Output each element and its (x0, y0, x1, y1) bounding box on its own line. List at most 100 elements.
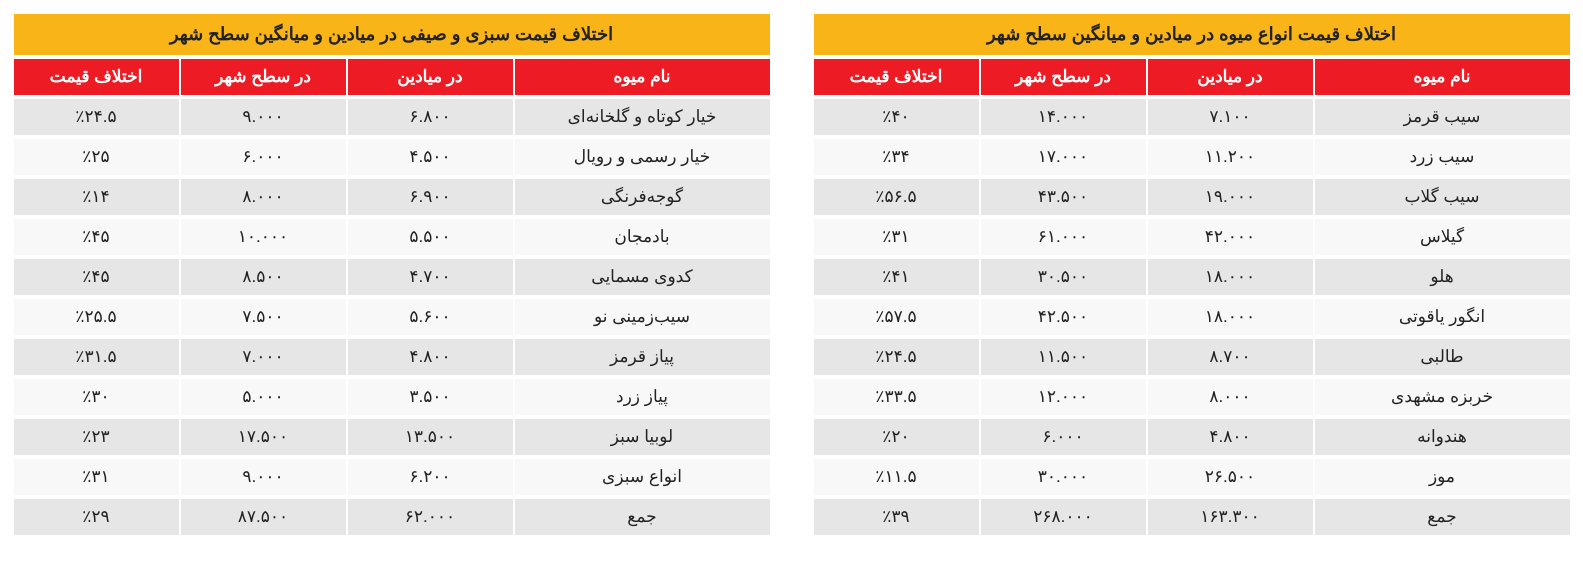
cell-name: بادمجان (515, 219, 770, 255)
table-fruits: اختلاف قیمت انواع میوه در میادین و میانگ… (812, 10, 1572, 539)
cell-name: سیب‌زمینی نو (515, 299, 770, 335)
table-row: سیب زرد۱۱.۲۰۰۱۷.۰۰۰٪۳۴ (814, 139, 1570, 175)
cell-diff: ٪۴۵ (14, 219, 179, 255)
cell-name: کدوی مسمایی (515, 259, 770, 295)
cell-market: ۴.۷۰۰ (348, 259, 513, 295)
cell-name: جمع (1315, 499, 1570, 535)
cell-diff: ٪۳۱ (14, 459, 179, 495)
table-row: گوجه‌فرنگی۶.۹۰۰۸.۰۰۰٪۱۴ (14, 179, 770, 215)
table-row: سیب گلاب۱۹.۰۰۰۴۳.۵۰۰٪۵۶.۵ (814, 179, 1570, 215)
cell-city: ۷.۰۰۰ (181, 339, 346, 375)
cell-diff: ٪۳۳.۵ (814, 379, 979, 415)
cell-market: ۱۸.۰۰۰ (1148, 299, 1313, 335)
cell-diff: ٪۲۴.۵ (14, 99, 179, 135)
cell-name: سیب قرمز (1315, 99, 1570, 135)
cell-diff: ٪۳۰ (14, 379, 179, 415)
cell-diff: ٪۴۰ (814, 99, 979, 135)
cell-city: ۸.۵۰۰ (181, 259, 346, 295)
cell-market: ۵.۵۰۰ (348, 219, 513, 255)
cell-name: سیب گلاب (1315, 179, 1570, 215)
cell-diff: ٪۱۴ (14, 179, 179, 215)
table-row: جمع۱۶۳.۳۰۰۲۶۸.۰۰۰٪۳۹ (814, 499, 1570, 535)
cell-market: ۲۶.۵۰۰ (1148, 459, 1313, 495)
col-diff: اختلاف قیمت (814, 59, 979, 95)
table-row: خیار رسمی و رویال۴.۵۰۰۶.۰۰۰٪۲۵ (14, 139, 770, 175)
table-row: گیلاس۴۲.۰۰۰۶۱.۰۰۰٪۳۱ (814, 219, 1570, 255)
cell-market: ۴.۸۰۰ (348, 339, 513, 375)
cell-city: ۳۰.۵۰۰ (981, 259, 1146, 295)
table-row: بادمجان۵.۵۰۰۱۰.۰۰۰٪۴۵ (14, 219, 770, 255)
cell-city: ۵.۰۰۰ (181, 379, 346, 415)
table-row: خیار کوتاه و گلخانه‌ای۶.۸۰۰۹.۰۰۰٪۲۴.۵ (14, 99, 770, 135)
table-row: خربزه مشهدی۸.۰۰۰۱۲.۰۰۰٪۳۳.۵ (814, 379, 1570, 415)
cell-name: موز (1315, 459, 1570, 495)
price-table-fruits: اختلاف قیمت انواع میوه در میادین و میانگ… (812, 10, 1572, 539)
cell-name: گیلاس (1315, 219, 1570, 255)
col-city: در سطح شهر (181, 59, 346, 95)
cell-name: طالبی (1315, 339, 1570, 375)
table-row: انواع سبزی۶.۲۰۰۹.۰۰۰٪۳۱ (14, 459, 770, 495)
cell-name: سیب زرد (1315, 139, 1570, 175)
col-name: نام میوه (515, 59, 770, 95)
table-row: سیب قرمز۷.۱۰۰۱۴.۰۰۰٪۴۰ (814, 99, 1570, 135)
cell-market: ۷.۱۰۰ (1148, 99, 1313, 135)
cell-diff: ٪۳۱ (814, 219, 979, 255)
cell-market: ۴۲.۰۰۰ (1148, 219, 1313, 255)
table-row: موز۲۶.۵۰۰۳۰.۰۰۰٪۱۱.۵ (814, 459, 1570, 495)
cell-name: پیاز زرد (515, 379, 770, 415)
cell-name: انواع سبزی (515, 459, 770, 495)
table-row: هندوانه۴.۸۰۰۶.۰۰۰٪۲۰ (814, 419, 1570, 455)
cell-name: پیاز قرمز (515, 339, 770, 375)
cell-market: ۶.۲۰۰ (348, 459, 513, 495)
cell-name: خیار کوتاه و گلخانه‌ای (515, 99, 770, 135)
cell-city: ۱۷.۰۰۰ (981, 139, 1146, 175)
table-row: هلو۱۸.۰۰۰۳۰.۵۰۰٪۴۱ (814, 259, 1570, 295)
table-row: پیاز قرمز۴.۸۰۰۷.۰۰۰٪۳۱.۵ (14, 339, 770, 375)
table-vegetables: اختلاف قیمت سبزی و صیفی در میادین و میان… (12, 10, 772, 539)
col-market: در میادین (348, 59, 513, 95)
cell-city: ۳۰.۰۰۰ (981, 459, 1146, 495)
cell-city: ۹.۰۰۰ (181, 459, 346, 495)
cell-city: ۴۳.۵۰۰ (981, 179, 1146, 215)
col-market: در میادین (1148, 59, 1313, 95)
cell-market: ۳.۵۰۰ (348, 379, 513, 415)
cell-name: انگور یاقوتی (1315, 299, 1570, 335)
cell-name: هندوانه (1315, 419, 1570, 455)
cell-city: ۲۶۸.۰۰۰ (981, 499, 1146, 535)
cell-market: ۱۸.۰۰۰ (1148, 259, 1313, 295)
cell-city: ۴۲.۵۰۰ (981, 299, 1146, 335)
cell-city: ۷.۵۰۰ (181, 299, 346, 335)
cell-city: ۱۰.۰۰۰ (181, 219, 346, 255)
cell-market: ۶۲.۰۰۰ (348, 499, 513, 535)
cell-city: ۱۴.۰۰۰ (981, 99, 1146, 135)
cell-name: گوجه‌فرنگی (515, 179, 770, 215)
table-row: جمع۶۲.۰۰۰۸۷.۵۰۰٪۲۹ (14, 499, 770, 535)
cell-name: خربزه مشهدی (1315, 379, 1570, 415)
cell-name: هلو (1315, 259, 1570, 295)
cell-diff: ٪۱۱.۵ (814, 459, 979, 495)
table-row: طالبی۸.۷۰۰۱۱.۵۰۰٪۲۴.۵ (814, 339, 1570, 375)
cell-diff: ٪۳۴ (814, 139, 979, 175)
cell-diff: ٪۳۱.۵ (14, 339, 179, 375)
table-body-fruits: سیب قرمز۷.۱۰۰۱۴.۰۰۰٪۴۰ سیب زرد۱۱.۲۰۰۱۷.۰۰… (814, 99, 1570, 535)
cell-diff: ٪۳۹ (814, 499, 979, 535)
cell-diff: ٪۲۳ (14, 419, 179, 455)
cell-city: ۹.۰۰۰ (181, 99, 346, 135)
cell-market: ۶.۹۰۰ (348, 179, 513, 215)
cell-diff: ٪۲۰ (814, 419, 979, 455)
cell-market: ۱۳.۵۰۰ (348, 419, 513, 455)
cell-market: ۱۱.۲۰۰ (1148, 139, 1313, 175)
table-title: اختلاف قیمت انواع میوه در میادین و میانگ… (814, 14, 1570, 55)
cell-market: ۱۶۳.۳۰۰ (1148, 499, 1313, 535)
cell-diff: ٪۲۴.۵ (814, 339, 979, 375)
tables-container: اختلاف قیمت انواع میوه در میادین و میانگ… (10, 10, 1573, 539)
cell-name: خیار رسمی و رویال (515, 139, 770, 175)
cell-city: ۸۷.۵۰۰ (181, 499, 346, 535)
cell-diff: ٪۴۵ (14, 259, 179, 295)
cell-diff: ٪۲۵.۵ (14, 299, 179, 335)
cell-market: ۴.۵۰۰ (348, 139, 513, 175)
cell-market: ۴.۸۰۰ (1148, 419, 1313, 455)
cell-market: ۸.۷۰۰ (1148, 339, 1313, 375)
cell-city: ۶.۰۰۰ (981, 419, 1146, 455)
cell-diff: ٪۴۱ (814, 259, 979, 295)
